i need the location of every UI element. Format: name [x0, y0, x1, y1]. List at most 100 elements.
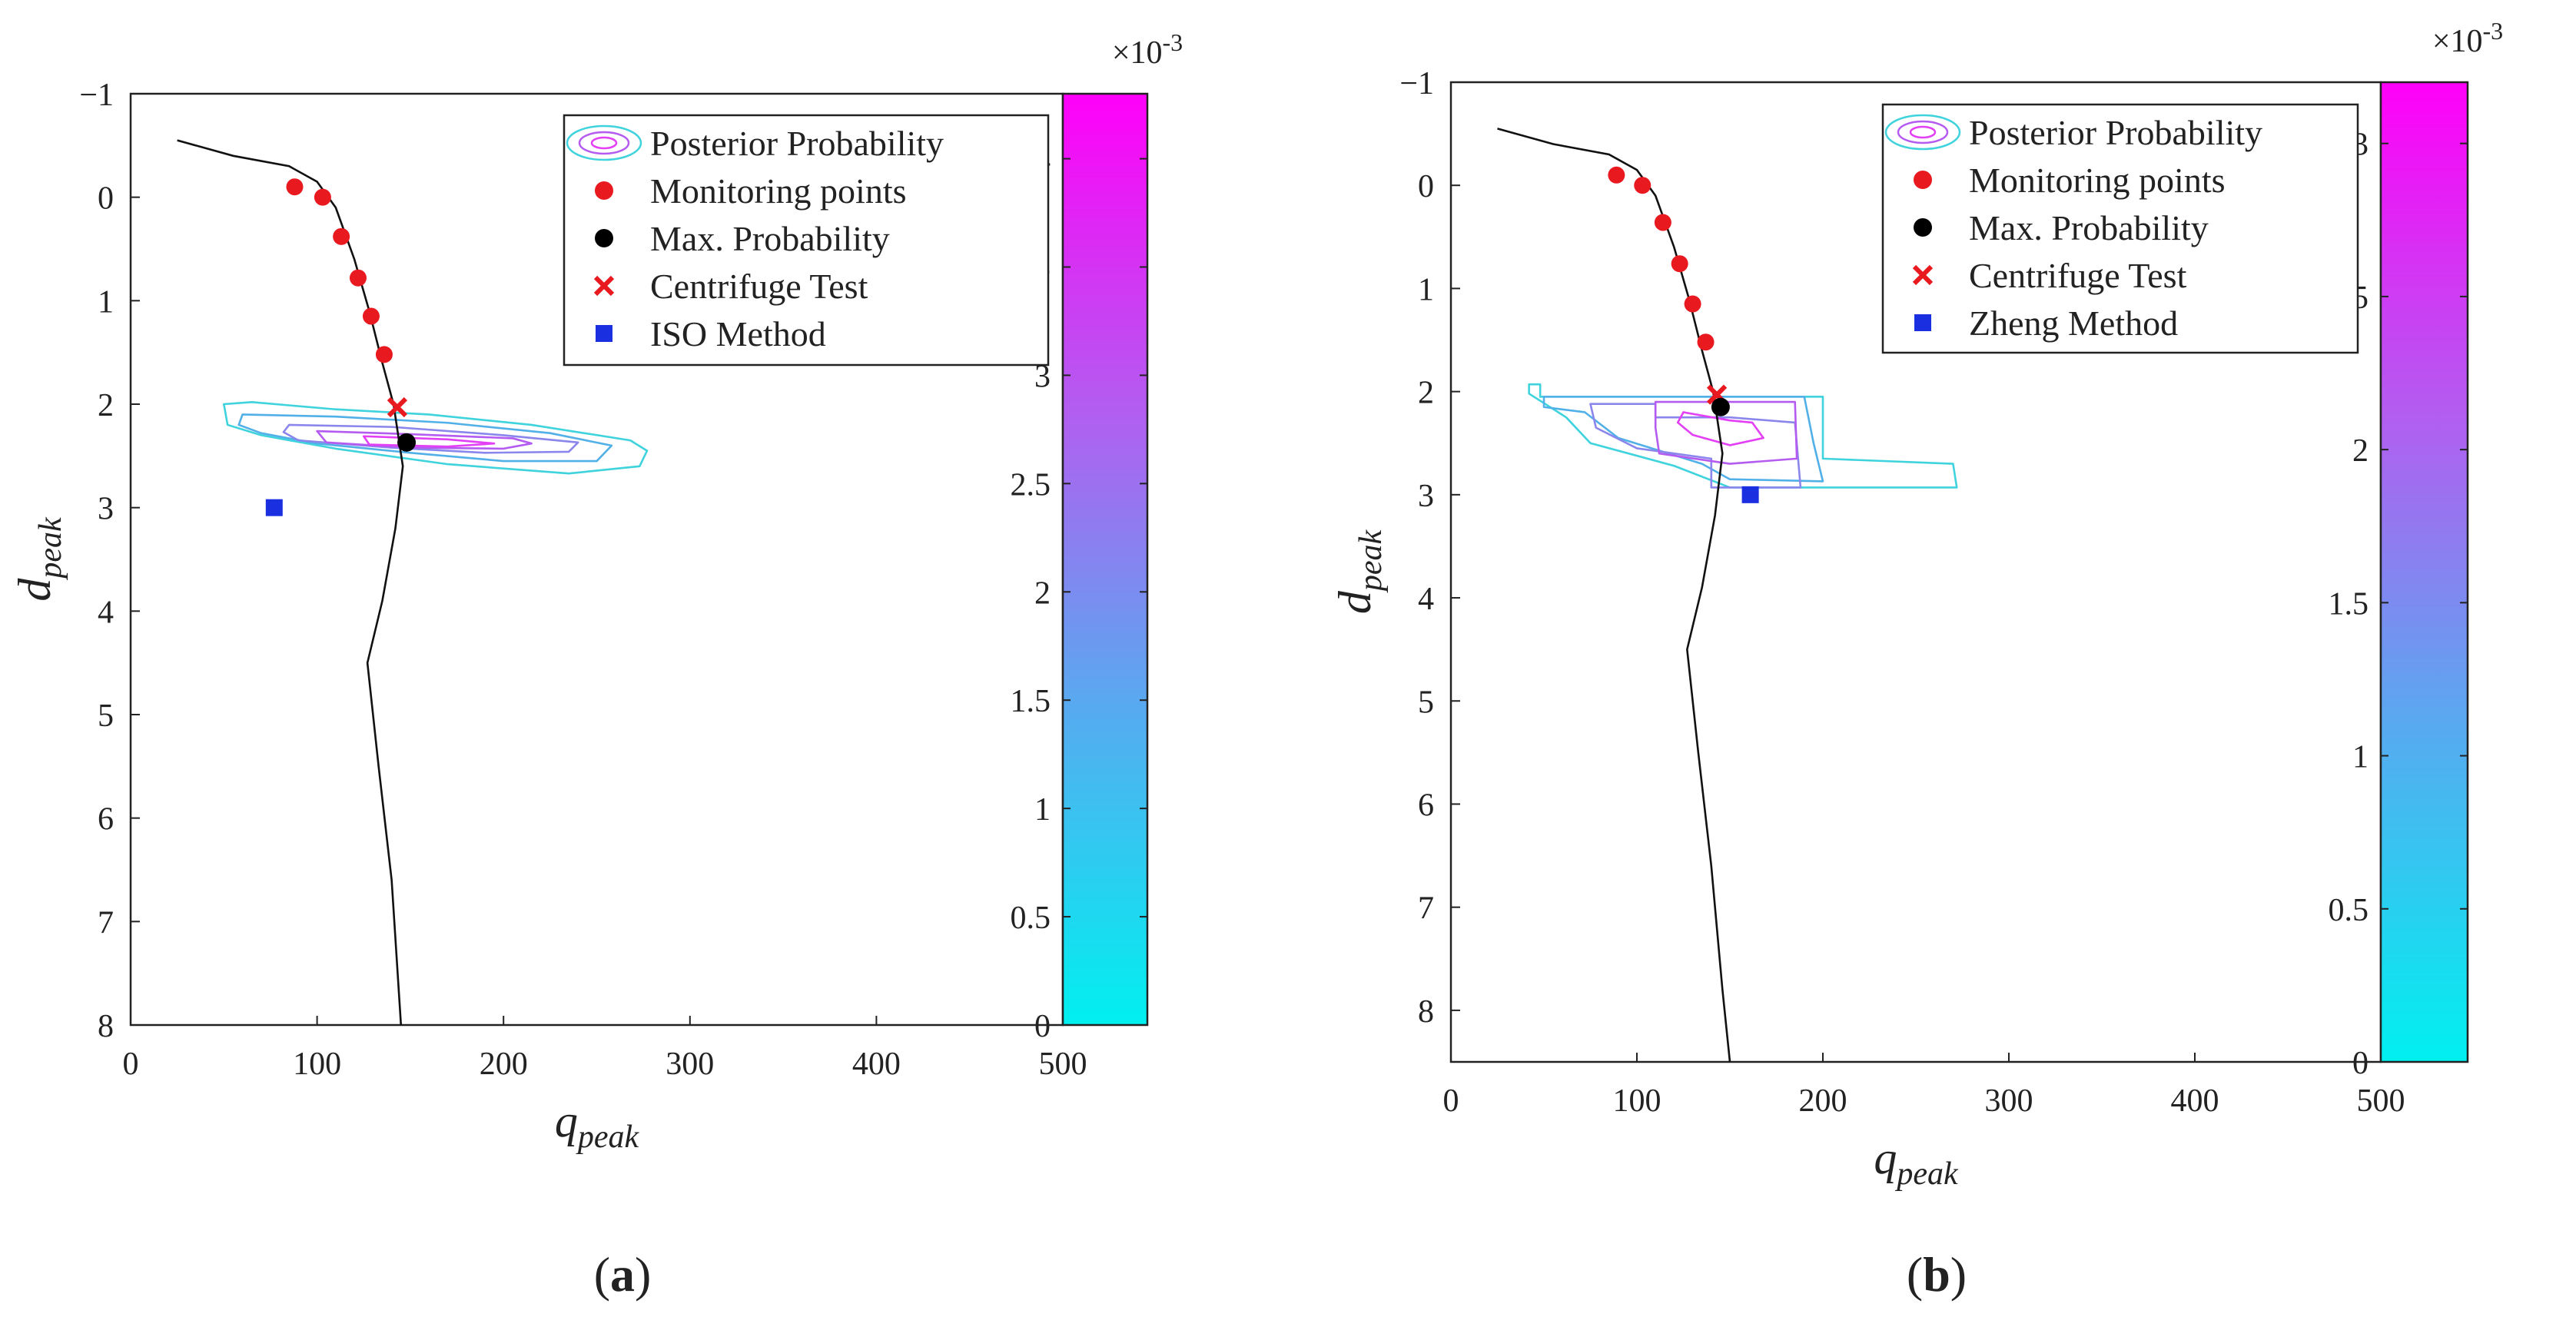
y-tick-label: 8 [1418, 994, 1434, 1030]
y-tick-label: 2 [98, 388, 114, 423]
posterior-contour [316, 430, 533, 450]
centrifuge-test-marker [387, 396, 408, 418]
legend-label: Posterior Probability [650, 124, 944, 163]
posterior-contour [222, 401, 649, 475]
monitoring-point [1697, 333, 1715, 351]
monitoring-point-legend-icon [1914, 171, 1932, 189]
x-tick-label: 400 [2171, 1083, 2219, 1119]
legend-label: ISO Method [650, 314, 826, 353]
x-tick-label: 0 [1443, 1083, 1459, 1119]
monitoring-point [349, 269, 367, 287]
y-axis-label: dpeak [1329, 529, 1389, 615]
legend-contour-ring [1897, 120, 1949, 144]
monitoring-point-legend-icon [595, 181, 613, 200]
panel-a-chart: 0 100 200 300 400 500 −1 0 1 2 3 4 5 6 7 8 qpeak dpeak 0 0.… [9, 28, 1183, 1155]
y-tick-label: 4 [1418, 582, 1434, 617]
y-tick-label: −1 [1399, 66, 1434, 101]
colorbar-tick-label: 1.5 [1011, 684, 1051, 719]
y-tick-label: 6 [98, 802, 114, 838]
x-tick-label: 300 [666, 1047, 714, 1082]
legend: Posterior Probability Monitoring points Ma… [563, 114, 1050, 367]
colorbar-tick-label: 2 [1034, 576, 1051, 611]
monitoring-point [1684, 295, 1701, 313]
colorbar [2379, 81, 2469, 1063]
y-tick-label: 6 [1418, 788, 1434, 823]
posterior-contour [1542, 396, 1824, 483]
x-tick-label: 200 [1799, 1083, 1847, 1119]
posterior-contour [1654, 400, 1798, 465]
x-tick-label: 100 [1613, 1083, 1661, 1119]
colorbar-tick-label: 3 [1034, 359, 1051, 394]
x-tick-label: 500 [1039, 1047, 1087, 1082]
legend-label: Max. Probability [1969, 208, 2209, 247]
x-tick-label: 100 [293, 1047, 341, 1082]
y-tick-label: 5 [1418, 685, 1434, 720]
centrifuge-test-legend-icon [593, 275, 615, 297]
max-probability-legend-icon [595, 229, 613, 247]
posterior-contour [237, 413, 613, 463]
max-probability-point [1711, 397, 1730, 416]
colorbar [1061, 92, 1149, 1027]
x-tick-label: 0 [123, 1047, 139, 1082]
y-axis-label: dpeak [9, 516, 68, 602]
method-point [1741, 486, 1759, 503]
y-tick-label: 7 [98, 905, 114, 940]
monitoring-point [333, 227, 350, 245]
x-axis-label: qpeak [1874, 1133, 1959, 1192]
colorbar-exponent: ×10-3 [2432, 17, 2503, 59]
posterior-contour [282, 423, 579, 454]
caption-a: (a) [594, 1247, 652, 1302]
y-tick-label: 0 [1418, 169, 1434, 204]
legend-label: Zheng Method [1969, 304, 2178, 343]
centrifuge-x-stroke [1706, 384, 1728, 405]
y-tick-label: 5 [98, 698, 114, 734]
legend-x-stroke [593, 275, 615, 297]
posterior-contour [1676, 411, 1764, 446]
panel-b-chart: 0 100 200 300 400 500 −1 0 1 2 3 4 5 6 7 8 qpeak dpeak 0 0.… [1329, 17, 2503, 1192]
deformation-curve [177, 139, 404, 1026]
y-tick-label: 7 [1418, 891, 1434, 927]
legend-contour-ring [566, 124, 642, 161]
method-point [265, 499, 283, 516]
colorbar-tick-label: 0.5 [2329, 893, 2369, 928]
colorbar-tick-label: 1 [2352, 740, 2369, 775]
monitoring-point [1608, 166, 1625, 184]
monitoring-point [1654, 214, 1671, 231]
y-tick-label: 8 [98, 1009, 114, 1044]
centrifuge-x-stroke [387, 396, 408, 418]
monitoring-point [286, 178, 304, 196]
colorbar-tick-label: 2 [2352, 433, 2369, 469]
y-tick-label: 3 [1418, 479, 1434, 514]
legend-box [1881, 103, 2359, 354]
monitoring-point [1671, 255, 1688, 273]
legend-contour-ring [590, 136, 618, 150]
legend-box [563, 114, 1050, 367]
y-tick-label: 4 [98, 595, 114, 630]
colorbar-tick-label: 0 [2352, 1046, 2369, 1081]
x-tick-label: 400 [852, 1047, 901, 1082]
method-legend-icon [1914, 314, 1931, 331]
colorbar-tick-label: 0 [1034, 1009, 1051, 1044]
y-tick-label: 2 [1418, 376, 1434, 411]
y-tick-label: 1 [1418, 272, 1434, 307]
colorbar-tick-label: 1 [1034, 792, 1051, 828]
posterior-probability-legend-icon [566, 124, 642, 161]
legend-label: Centrifuge Test [1969, 256, 2187, 295]
colorbar-tick-label: 2.5 [1011, 467, 1051, 503]
monitoring-point [1634, 177, 1651, 194]
legend-x-stroke [1912, 264, 1934, 286]
legend-contour-ring [1884, 114, 1961, 151]
posterior-probability-legend-icon [1884, 114, 1961, 151]
method-legend-icon [596, 325, 612, 342]
max-probability-legend-icon [1914, 218, 1932, 237]
monitoring-point [362, 307, 380, 325]
legend: Posterior Probability Monitoring points Ma… [1881, 103, 2359, 354]
legend-contour-ring [1909, 125, 1937, 139]
caption-b: (b) [1907, 1247, 1967, 1302]
y-tick-label: 3 [98, 492, 114, 527]
monitoring-point [314, 188, 331, 206]
colorbar-tick-label: 1.5 [2329, 586, 2369, 622]
x-tick-label: 500 [2357, 1083, 2405, 1119]
legend-label: Posterior Probability [1969, 113, 2262, 152]
